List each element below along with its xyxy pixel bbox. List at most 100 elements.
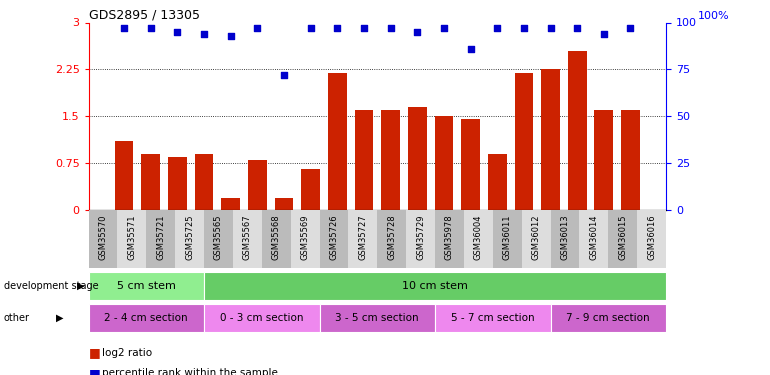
Bar	[176, 210, 204, 268]
Point	[225, 33, 237, 39]
Bar	[168, 157, 187, 210]
Text: GSM36014: GSM36014	[589, 214, 598, 260]
Bar	[594, 110, 613, 210]
Bar	[291, 210, 320, 268]
Text: GSM35726: GSM35726	[330, 214, 339, 260]
Text: ▶: ▶	[77, 281, 85, 291]
Point	[571, 25, 584, 31]
Bar	[222, 198, 240, 210]
Bar	[233, 210, 262, 268]
Text: GSM36012: GSM36012	[531, 214, 541, 260]
Text: GSM36013: GSM36013	[561, 214, 570, 260]
Bar	[89, 304, 204, 332]
Text: GSM36016: GSM36016	[647, 214, 656, 260]
Text: GSM35727: GSM35727	[358, 214, 367, 260]
Text: 100%: 100%	[698, 10, 729, 21]
Bar	[248, 160, 266, 210]
Text: GSM35565: GSM35565	[214, 214, 223, 260]
Bar	[355, 110, 373, 210]
Point	[517, 25, 530, 31]
Point	[251, 25, 263, 31]
Text: GSM35729: GSM35729	[416, 214, 425, 260]
Text: 5 cm stem: 5 cm stem	[117, 281, 176, 291]
Point	[464, 46, 477, 52]
Bar	[320, 210, 348, 268]
Point	[118, 25, 130, 31]
Text: 10 cm stem: 10 cm stem	[402, 281, 468, 291]
Bar	[493, 210, 522, 268]
Text: ■: ■	[89, 367, 100, 375]
Bar	[328, 72, 346, 210]
Text: GSM36011: GSM36011	[503, 214, 512, 260]
Bar	[522, 210, 551, 268]
Text: GSM35567: GSM35567	[243, 214, 252, 260]
Bar	[608, 210, 637, 268]
Bar	[461, 119, 480, 210]
Bar	[275, 198, 293, 210]
Text: GSM36015: GSM36015	[618, 214, 628, 260]
Bar	[204, 272, 666, 300]
Bar	[142, 154, 160, 210]
Bar	[621, 110, 640, 210]
Text: development stage: development stage	[4, 281, 99, 291]
Bar	[551, 304, 666, 332]
Point	[198, 31, 210, 37]
Bar	[204, 210, 233, 268]
Text: GDS2895 / 13305: GDS2895 / 13305	[89, 8, 199, 21]
Text: ▶: ▶	[56, 313, 64, 323]
Bar	[320, 304, 435, 332]
Point	[304, 25, 316, 31]
Bar	[408, 107, 427, 210]
Bar	[115, 141, 133, 210]
Point	[411, 29, 424, 35]
Text: GSM35725: GSM35725	[185, 214, 194, 260]
Bar	[435, 210, 464, 268]
Bar	[381, 110, 400, 210]
Text: GSM35728: GSM35728	[387, 214, 397, 260]
Text: ■: ■	[89, 346, 100, 359]
Point	[331, 25, 343, 31]
Point	[145, 25, 157, 31]
Bar	[464, 210, 493, 268]
Text: GSM35569: GSM35569	[300, 214, 310, 260]
Text: other: other	[4, 313, 30, 323]
Bar	[579, 210, 608, 268]
Text: GSM35568: GSM35568	[272, 214, 281, 260]
Bar	[551, 210, 579, 268]
Text: GSM36004: GSM36004	[474, 214, 483, 260]
Bar	[567, 51, 587, 210]
Point	[171, 29, 183, 35]
Point	[358, 25, 370, 31]
Text: 5 - 7 cm section: 5 - 7 cm section	[451, 313, 534, 323]
Text: GSM35721: GSM35721	[156, 214, 166, 260]
Bar	[407, 210, 435, 268]
Bar	[262, 210, 291, 268]
Bar	[301, 170, 320, 210]
Bar	[89, 272, 204, 300]
Point	[278, 72, 290, 78]
Bar	[146, 210, 176, 268]
Bar	[514, 72, 533, 210]
Point	[544, 25, 557, 31]
Point	[624, 25, 637, 31]
Text: 3 - 5 cm section: 3 - 5 cm section	[336, 313, 419, 323]
Text: 0 - 3 cm section: 0 - 3 cm section	[220, 313, 303, 323]
Point	[384, 25, 397, 31]
Bar	[377, 210, 407, 268]
Bar	[117, 210, 146, 268]
Bar	[204, 304, 320, 332]
Bar	[435, 304, 551, 332]
Bar	[348, 210, 377, 268]
Text: log2 ratio: log2 ratio	[102, 348, 152, 357]
Text: 7 - 9 cm section: 7 - 9 cm section	[567, 313, 650, 323]
Bar	[488, 154, 507, 210]
Bar	[637, 210, 666, 268]
Point	[598, 31, 610, 37]
Bar	[89, 210, 117, 268]
Text: percentile rank within the sample: percentile rank within the sample	[102, 368, 278, 375]
Point	[491, 25, 504, 31]
Bar	[195, 154, 213, 210]
Bar	[434, 116, 454, 210]
Text: GSM35570: GSM35570	[99, 214, 108, 260]
Text: 2 - 4 cm section: 2 - 4 cm section	[105, 313, 188, 323]
